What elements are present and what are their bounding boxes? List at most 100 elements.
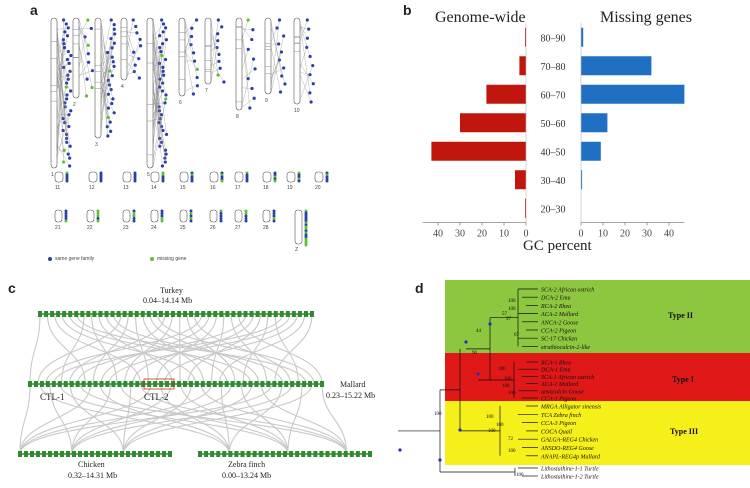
gene-block [63,381,68,387]
gene-link [100,56,113,66]
tree-leaf-label: SCA-2 African ostrich [541,287,594,294]
gene-dot [217,59,221,63]
gene-block [291,311,296,317]
panel-c-label: c [8,280,16,296]
chromosome-label-5: 5 [147,172,150,178]
gene-link [241,49,249,70]
gene-block [314,381,319,387]
chromosome-label-22: 22 [87,225,93,231]
chromosome-5 [146,17,154,169]
gene-dot [159,49,163,54]
gene-dot [244,214,248,218]
synteny-link [142,313,205,385]
left-tick-label: 40 [433,229,443,240]
synteny-link [120,383,289,455]
gene-link [299,72,311,75]
type3-label: Type III [670,427,698,436]
gene-dot [272,217,276,220]
gene-dot [109,18,113,22]
tree-leaf-label: CCA-2 Pigeon [541,329,576,335]
missing-genes-bar [581,170,583,190]
chromosome-2 [72,17,80,99]
genome-wide-bar [460,113,526,133]
gene-dot [65,179,69,183]
bootstrap-value: 100 [496,423,504,428]
gene-link [184,85,198,91]
gene-block [210,451,215,457]
gene-block [320,381,324,387]
gene-block [30,451,34,457]
gene-dot [164,93,168,97]
gene-block [248,381,253,387]
gene-link [100,22,112,90]
gene-dot [133,63,137,67]
chromosome-label-25: 25 [180,225,186,231]
gene-link [56,31,67,135]
synteny-link [39,383,230,455]
gene-dot [246,77,250,81]
gene-block [264,451,269,457]
chromosome-label-18: 18 [263,185,269,191]
gene-link [299,47,307,69]
gc-category-label: 80–90 [541,33,566,44]
gene-block [331,451,336,457]
gene-dot [96,214,100,218]
gene-dot [131,18,135,22]
gene-block [368,451,372,457]
chromosome-label-13: 13 [123,185,129,191]
gene-block [216,451,221,457]
gene-dot [282,66,286,70]
gene-link [126,39,136,66]
bootstrap-value: 100 [508,299,516,304]
gene-link [126,31,134,53]
gene-dot [157,61,162,66]
mallard-range: 0.23–15.22 Mb [326,391,375,400]
gene-block [156,451,160,457]
gene-dot [135,31,139,35]
missing-genes-bar [581,56,652,76]
chromosome-28 [262,209,271,223]
gene-link [56,113,69,115]
chromosome-20 [314,171,324,183]
gene-block [102,451,106,457]
gene-link [126,19,134,52]
gene-link [241,19,249,39]
legend-missing-gene: missing gene [150,256,186,262]
gene-block [222,451,227,457]
gene-block [194,381,199,387]
synteny-link [19,383,212,455]
gene-link [100,66,115,105]
gene-dot [87,60,91,64]
gene-link [56,57,70,127]
gene-dot [244,212,248,215]
gene-dot [86,43,90,47]
gene-link [184,28,192,54]
gene-dot [308,73,312,77]
gene-dot [64,209,68,213]
gene-block [146,311,151,317]
gene-dot [105,125,109,129]
gene-link [126,54,139,59]
gene-dot [305,36,310,40]
zebra-finch-label: Zebra finch [228,460,265,469]
bootstrap-value: 67 [514,333,520,338]
gene-dot [160,219,164,223]
gene-link [299,24,311,57]
gene-dot [248,106,252,110]
gc-category-label: 50–60 [541,119,566,130]
chromosome-10 [293,17,301,105]
gene-dot [161,22,166,26]
gene-block [51,381,56,387]
gene-block [188,381,193,387]
gene-link [270,59,280,80]
gene-dot [110,46,114,50]
gene-block [261,311,266,317]
gene-block [252,451,257,457]
gene-block [258,451,263,457]
gene-block [254,381,259,387]
gene-block [260,381,265,387]
gene-block [144,451,148,457]
bootstrap-value: 57 [502,312,508,317]
gene-dot [190,179,194,183]
tree-leaf-label: CCA-1 Pigeon [541,397,576,403]
